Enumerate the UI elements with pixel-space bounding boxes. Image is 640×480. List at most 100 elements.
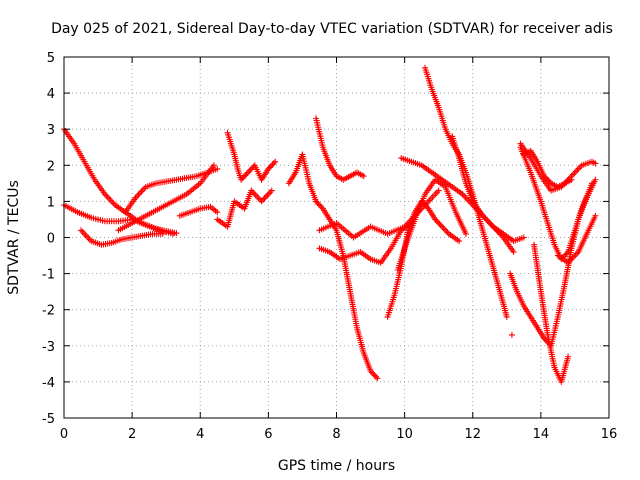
data-point — [318, 204, 325, 211]
data-point — [439, 223, 446, 230]
series-track-m — [384, 198, 463, 320]
series-track-e — [115, 162, 217, 234]
x-axis-label: GPS time / hours — [278, 458, 395, 474]
data-point — [485, 219, 492, 226]
data-point — [432, 216, 439, 223]
x-tick-label: 2 — [128, 427, 136, 442]
data-point — [592, 176, 599, 183]
data-point — [258, 198, 265, 205]
data-point — [79, 228, 86, 235]
data-point — [110, 200, 117, 207]
data-point — [487, 220, 494, 227]
data-point — [136, 190, 143, 197]
series-track-t — [517, 144, 595, 263]
y-tick-label: 4 — [47, 87, 55, 102]
series-track-j — [313, 115, 367, 183]
series-track-h — [214, 187, 275, 230]
series-track-v — [554, 212, 599, 266]
data-point — [360, 173, 367, 180]
data-point — [240, 173, 247, 180]
data-point — [107, 197, 114, 204]
data-point — [214, 209, 221, 216]
data-point — [272, 158, 279, 165]
data-point — [443, 228, 450, 235]
data-point — [568, 176, 575, 183]
data-point — [565, 353, 572, 360]
data-point — [266, 164, 273, 171]
data-point — [249, 165, 256, 172]
series-track-f — [176, 203, 221, 219]
data-point — [135, 191, 142, 198]
data-point — [255, 195, 262, 202]
x-tick-label: 14 — [533, 427, 550, 442]
data-point — [433, 217, 440, 224]
data-point — [252, 192, 259, 199]
y-tick-label: -2 — [42, 304, 55, 319]
series-track-p — [394, 176, 469, 273]
y-tick-label: -3 — [42, 340, 55, 355]
data-point — [441, 226, 448, 233]
y-axis-label: SDTVAR / TECUs — [6, 180, 22, 295]
data-point — [214, 165, 221, 172]
data-point — [254, 193, 261, 200]
data-point — [371, 372, 378, 379]
data-point — [424, 204, 431, 211]
data-point — [264, 192, 271, 199]
data-point — [261, 195, 268, 202]
data-point — [368, 369, 375, 376]
grid-layer — [64, 57, 609, 418]
data-point — [588, 180, 595, 187]
series-track-u — [531, 241, 572, 385]
data-point — [460, 192, 467, 199]
y-tick-label: 1 — [47, 195, 55, 210]
x-tick-label: 0 — [60, 427, 68, 442]
data-point — [78, 227, 85, 234]
data-point — [574, 166, 581, 173]
data-point — [444, 229, 451, 236]
series-track-d — [122, 165, 221, 216]
data-point — [265, 190, 272, 197]
data-point — [541, 335, 548, 342]
x-tick-label: 16 — [601, 427, 618, 442]
data-point — [246, 168, 253, 175]
data-point — [563, 250, 570, 257]
y-tick-label: 3 — [47, 123, 55, 138]
x-tick-label: 12 — [464, 427, 481, 442]
data-point — [542, 174, 549, 181]
data-point — [238, 176, 245, 183]
series-track-w — [520, 147, 575, 190]
data-point — [545, 177, 552, 184]
data-point — [503, 313, 510, 320]
y-tick-label: -1 — [42, 268, 55, 283]
data-point — [267, 189, 274, 196]
data-point — [370, 370, 377, 377]
y-tick-label: -4 — [42, 376, 55, 391]
y-tick-label: 5 — [47, 51, 55, 66]
data-point — [314, 199, 321, 206]
data-point — [82, 231, 89, 238]
data-point — [437, 222, 444, 229]
data-point — [367, 368, 374, 375]
series-track-c — [78, 227, 166, 248]
data-point — [251, 190, 258, 197]
data-point — [159, 230, 166, 237]
data-point — [569, 171, 576, 178]
data-point — [482, 215, 489, 222]
data-point — [269, 161, 276, 168]
data-point — [508, 331, 515, 338]
series-track-i — [285, 151, 381, 382]
data-point — [435, 219, 442, 226]
data-point — [139, 187, 146, 194]
y-tick-label: -5 — [42, 412, 55, 427]
data-point — [435, 187, 442, 194]
data-point — [83, 233, 90, 240]
data-point — [262, 193, 269, 200]
data-point — [313, 198, 320, 205]
data-point — [562, 251, 569, 258]
data-point — [571, 170, 578, 177]
data-point — [374, 375, 381, 382]
data-point — [268, 163, 275, 170]
data-point — [106, 195, 113, 202]
data-point — [260, 196, 267, 203]
